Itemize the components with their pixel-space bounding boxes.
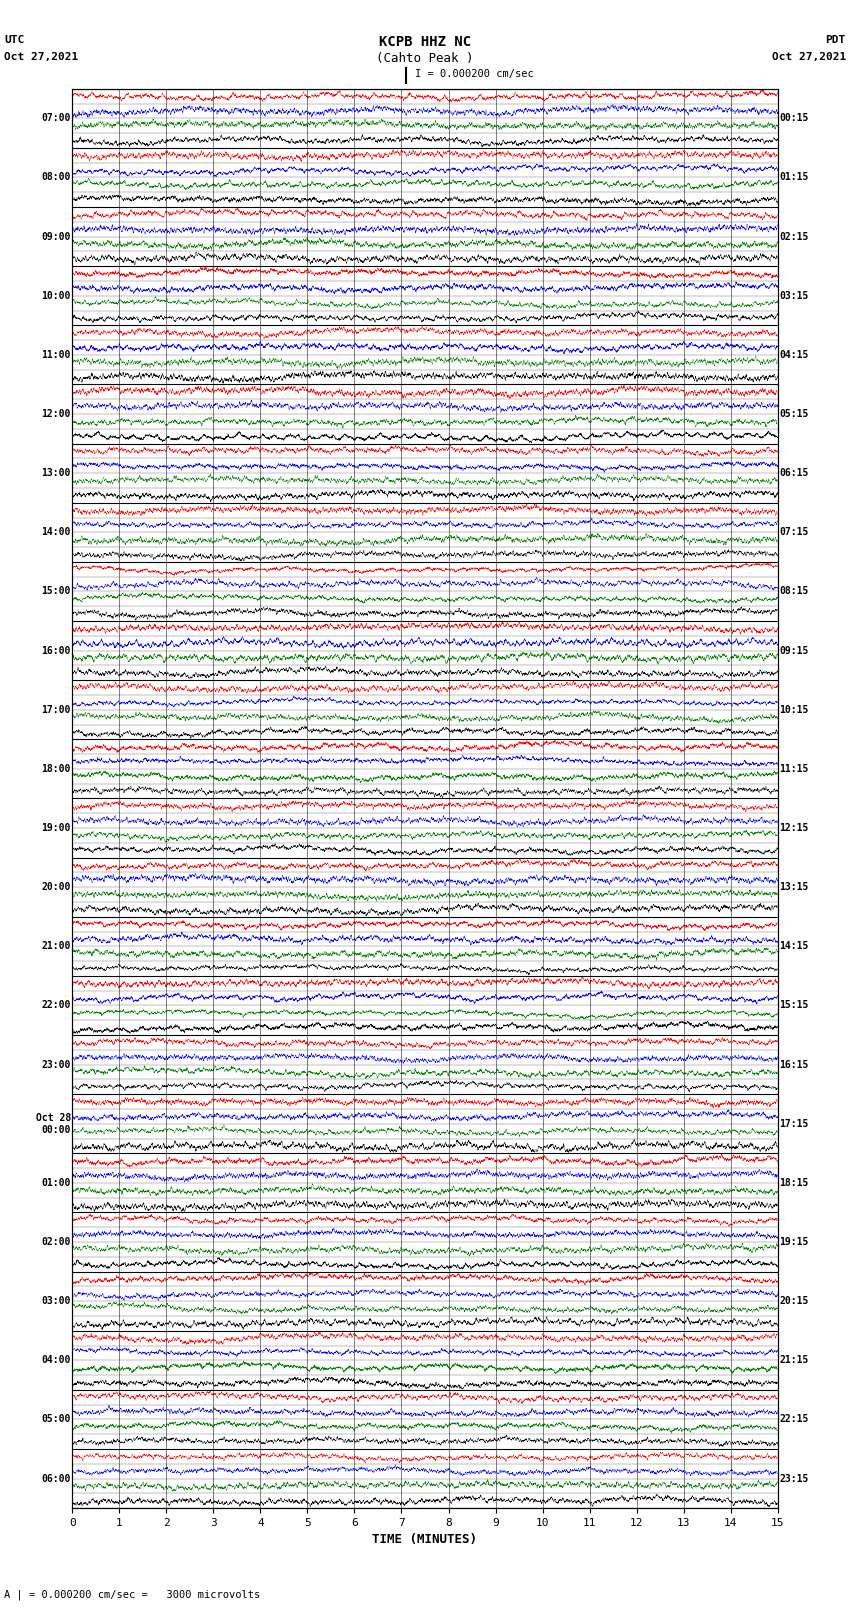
Text: UTC: UTC: [4, 35, 25, 45]
X-axis label: TIME (MINUTES): TIME (MINUTES): [372, 1534, 478, 1547]
Text: PDT: PDT: [825, 35, 846, 45]
Text: Oct 27,2021: Oct 27,2021: [4, 52, 78, 61]
Text: I = 0.000200 cm/sec: I = 0.000200 cm/sec: [415, 69, 534, 79]
Text: KCPB HHZ NC: KCPB HHZ NC: [379, 35, 471, 50]
Text: A | = 0.000200 cm/sec =   3000 microvolts: A | = 0.000200 cm/sec = 3000 microvolts: [4, 1589, 260, 1600]
Text: (Cahto Peak ): (Cahto Peak ): [377, 52, 473, 65]
Text: Oct 27,2021: Oct 27,2021: [772, 52, 846, 61]
